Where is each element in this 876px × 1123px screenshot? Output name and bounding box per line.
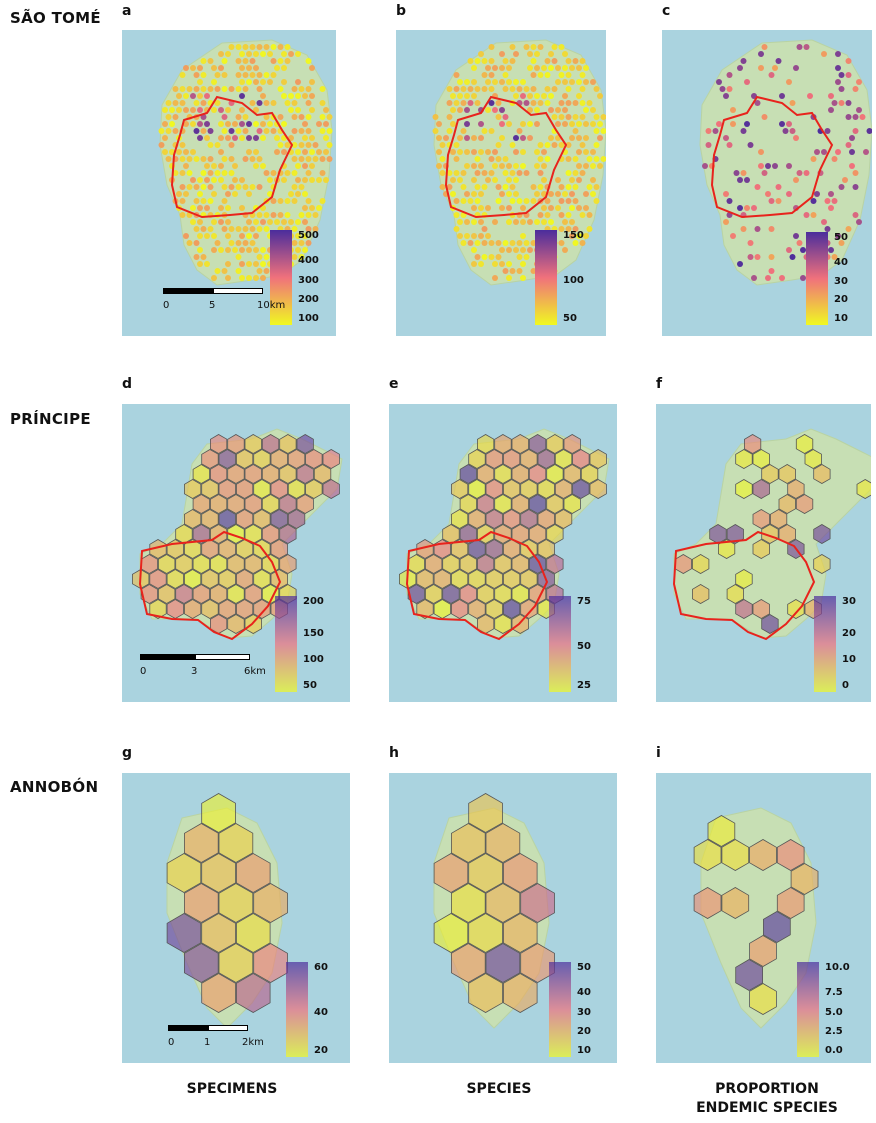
scale-bar-label: 1 [204,1037,211,1048]
column-label-proportion-endemic: PROPORTION ENDEMIC SPECIES [696,1081,838,1116]
panel-letter-d: d [122,376,133,392]
legend-tick-label: 30 [842,596,856,607]
panel-letter-b: b [396,3,407,19]
panel-letter-e: e [389,376,399,392]
scale-bar-label: 6km [244,666,266,677]
legend-tick-label: 500 [298,230,319,241]
legend-tick-label: 75 [577,596,591,607]
legend-tick-label: 100 [563,274,584,286]
color-legend-d: 200 150 100 50 [275,596,345,692]
color-legend-e: 75 50 25 [549,596,609,692]
color-legend-f: 30 20 10 0 [814,596,869,692]
legend-tick-label: 20 [842,628,856,639]
legend-tick-label: 20 [577,1025,591,1037]
map-panel-annobon-endemic [656,773,871,1063]
scale-bar-segment-light [195,654,250,660]
panel-letter-a: a [122,3,132,19]
legend-gradient-bar [275,596,297,692]
color-legend-b: 150 100 50 [535,230,595,325]
legend-tick-label: 0 [842,680,849,691]
map-panel-principe-species [389,404,617,702]
scale-bar-label: 3 [191,666,198,677]
panel-letter-g: g [122,745,133,761]
legend-tick-label: 25 [577,680,591,691]
legend-gradient-bar [806,232,828,325]
legend-tick-label: 50 [303,680,317,691]
legend-tick-label: 10 [577,1045,591,1056]
legend-gradient-bar [535,230,557,325]
legend-tick-label: 40 [314,1006,328,1018]
legend-tick-label: 50 [563,313,577,324]
color-legend-a: 500 400 300 200 100 [270,230,330,325]
legend-tick-label: 100 [298,313,319,324]
scale-bar-segment-light [213,288,263,294]
legend-tick-label: 50 [577,962,591,973]
map-panel-sao-tome-species [396,30,606,336]
color-legend-h: 50 40 30 20 10 [549,962,609,1057]
legend-tick-label: 30 [577,1006,591,1018]
legend-tick-label: 300 [298,274,319,286]
legend-tick-label: 150 [303,628,324,639]
legend-gradient-bar [270,230,292,325]
row-label-annobon: ANNOBÓN [10,778,99,796]
legend-gradient-bar [549,962,571,1057]
map-panel-sao-tome-specimens [122,30,336,336]
scale-bar-sao-tome: 0 5 10km [163,288,285,318]
panel-letter-c: c [662,3,671,19]
legend-tick-label: 200 [298,293,319,305]
legend-tick-label: 400 [298,255,319,267]
legend-tick-label: 100 [303,654,324,665]
legend-tick-label: 5.0 [825,1006,843,1018]
legend-tick-label: 20 [834,294,848,306]
scale-bar-label: 0 [163,300,170,311]
scale-bar-segment-light [208,1025,248,1031]
color-legend-i: 10.0 7.5 5.0 2.5 0.0 [797,962,869,1057]
legend-tick-label: 2.5 [825,1025,843,1037]
panel-letter-f: f [656,376,663,392]
legend-tick-label: 0.0 [825,1045,843,1056]
map-panel-principe-specimens [122,404,350,702]
legend-tick-label: 40 [577,987,591,999]
map-panel-sao-tome-endemic [662,30,872,336]
panel-letter-i: i [656,745,661,761]
legend-tick-label: 50 [834,232,848,243]
legend-gradient-bar [814,596,836,692]
panel-letter-h: h [389,745,399,761]
legend-tick-label: 10 [842,654,856,665]
scale-bar-label: 0 [168,1037,175,1048]
legend-gradient-bar [549,596,571,692]
map-panel-annobon-species [389,773,617,1063]
scale-bar-label: 2km [242,1037,264,1048]
legend-tick-label: 150 [563,230,584,241]
scale-bar-segment-dark [163,288,213,294]
legend-tick-label: 60 [314,962,328,973]
scale-bar-principe: 0 3 6km [140,654,266,684]
row-label-principe: PRÍNCIPE [10,410,91,428]
scale-bar-annobon: 0 1 2km [168,1025,264,1055]
scale-bar-label: 5 [209,300,216,311]
scale-bar-label: 10km [257,300,286,311]
scale-bar-segment-dark [140,654,195,660]
map-panel-annobon-specimens [122,773,350,1063]
legend-tick-label: 30 [834,275,848,287]
legend-gradient-bar [286,962,308,1057]
scale-bar-label: 0 [140,666,147,677]
legend-gradient-bar [797,962,819,1057]
column-label-specimens: SPECIMENS [186,1081,278,1097]
scale-bar-segment-dark [168,1025,208,1031]
color-legend-g: 60 40 20 [286,962,346,1057]
legend-tick-label: 10.0 [825,962,850,973]
legend-tick-label: 50 [577,641,591,652]
column-label-species: SPECIES [466,1081,532,1097]
legend-tick-label: 40 [834,256,848,268]
legend-tick-label: 20 [314,1045,328,1056]
legend-tick-label: 200 [303,596,324,607]
legend-tick-label: 7.5 [825,987,843,999]
row-label-sao-tome: SÃO TOMÉ [10,9,101,27]
color-legend-c: 50 40 30 20 10 [806,232,866,325]
legend-tick-label: 10 [834,313,848,324]
